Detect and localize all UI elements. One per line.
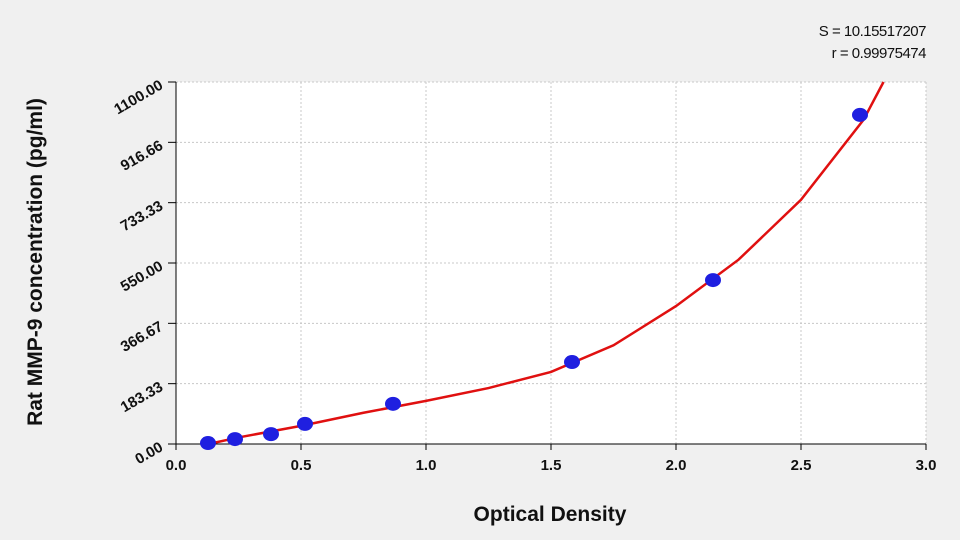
data-point xyxy=(297,416,313,431)
y-tick-label: 916.66 xyxy=(118,137,166,175)
x-tick-label: 3.0 xyxy=(916,457,937,474)
data-point xyxy=(852,107,868,122)
y-tick-label: 550.00 xyxy=(118,258,166,296)
data-point xyxy=(564,355,580,370)
x-tick-label: 1.0 xyxy=(416,457,437,474)
y-tick-label: 366.67 xyxy=(118,318,166,356)
y-tick-label: 0.00 xyxy=(132,439,166,468)
y-tick-label: 1100.00 xyxy=(111,77,166,118)
data-point xyxy=(385,396,401,411)
x-tick-label: 2.5 xyxy=(791,457,812,474)
x-tick-label: 2.0 xyxy=(666,457,687,474)
x-tick-label: 0.5 xyxy=(291,457,312,474)
data-point xyxy=(263,427,279,442)
y-axis-title: Rat MMP-9 concentration (pg/ml) xyxy=(24,98,47,426)
x-tick-label: 1.5 xyxy=(541,457,562,474)
data-point xyxy=(200,436,216,451)
y-tick-label: 733.33 xyxy=(118,197,166,235)
x-tick-label: 0.0 xyxy=(166,457,187,474)
x-axis-title: Optical Density xyxy=(474,503,627,526)
annotation: r = 0.99975474 xyxy=(832,45,926,62)
data-point xyxy=(227,432,243,447)
data-point xyxy=(705,273,721,288)
y-tick-label: 183.33 xyxy=(118,378,166,416)
annotation: S = 10.15517207 xyxy=(819,23,926,40)
